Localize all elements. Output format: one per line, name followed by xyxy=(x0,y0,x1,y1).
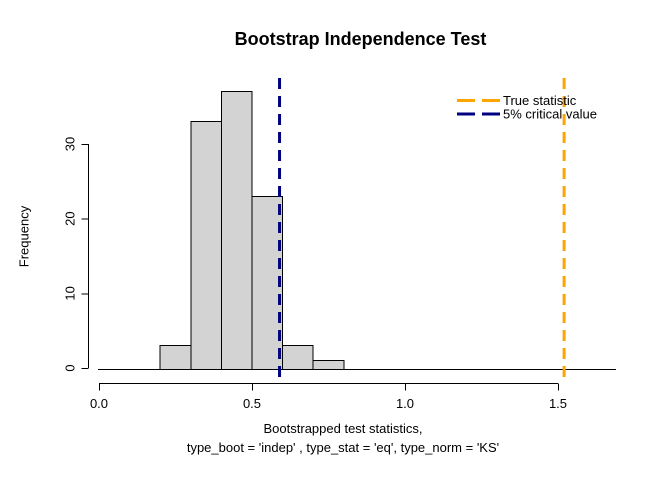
chart-title: Bootstrap Independence Test xyxy=(234,29,487,49)
x-tick-label: 0.0 xyxy=(90,396,108,411)
x-tick-label: 1.0 xyxy=(396,396,414,411)
legend-label: True statistic xyxy=(503,93,577,108)
x-tick-label: 1.5 xyxy=(549,396,567,411)
legend-label: 5% critical value xyxy=(503,107,597,122)
y-tick-label: 10 xyxy=(63,286,78,300)
histogram-bar xyxy=(312,360,345,370)
x-axis-title-line1: Bootstrapped test statistics, xyxy=(263,421,423,436)
y-axis-title: Frequency xyxy=(16,205,32,268)
histogram-bar xyxy=(251,195,284,370)
y-tick-label: 30 xyxy=(63,137,78,151)
y-tick-label: 0 xyxy=(63,364,78,371)
histogram-bar xyxy=(190,121,222,370)
histogram-bar xyxy=(282,345,314,371)
x-axis-title-line2: type_boot = 'indep' , type_stat = 'eq', … xyxy=(186,440,500,455)
histogram-bar xyxy=(220,91,253,370)
histogram-bar xyxy=(159,345,192,371)
y-tick-label: 20 xyxy=(63,211,78,225)
x-tick-label: 0.5 xyxy=(243,396,261,411)
